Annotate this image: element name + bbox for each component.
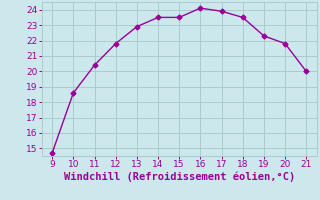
X-axis label: Windchill (Refroidissement éolien,°C): Windchill (Refroidissement éolien,°C): [64, 172, 295, 182]
